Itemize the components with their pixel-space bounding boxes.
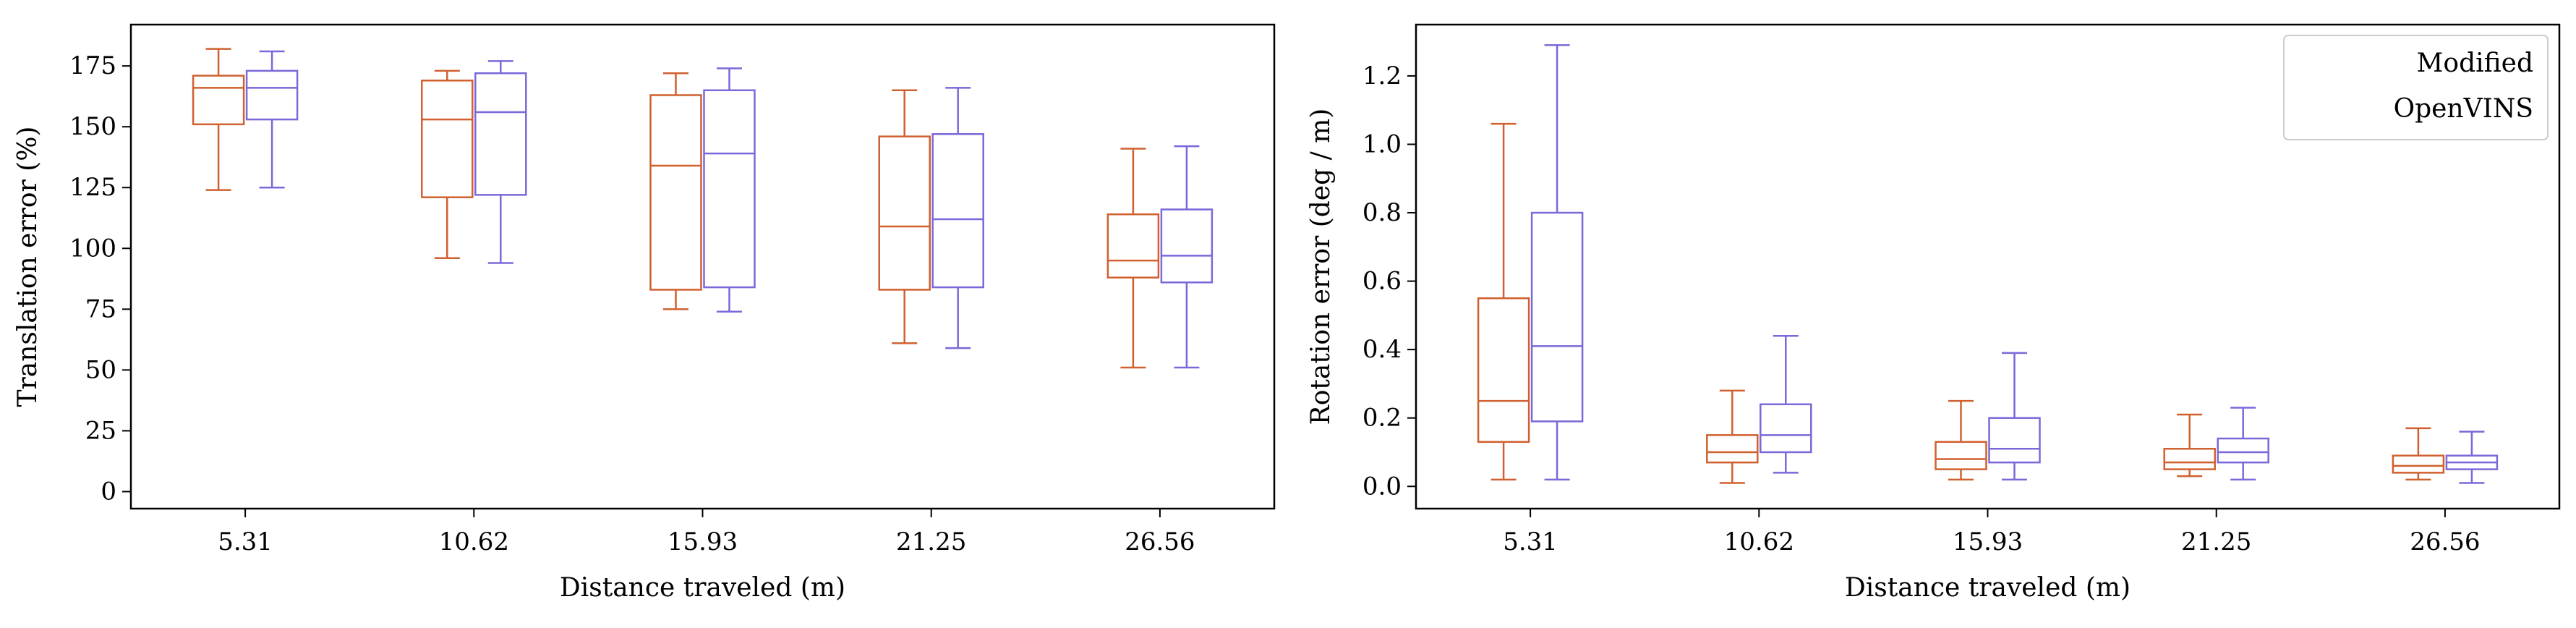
box-body — [1477, 297, 1530, 444]
y-tick-label: 0.2 — [1362, 404, 1402, 433]
y-tick-label: 1.2 — [1362, 61, 1402, 90]
box-modified-1 — [1477, 122, 1530, 481]
box-body — [1706, 434, 1759, 464]
box-body — [649, 94, 702, 291]
y-tick-label: 25 — [85, 416, 116, 445]
legend-entry-openvins: OpenVINS — [2394, 94, 2533, 124]
x-tick-label: 26.56 — [1125, 527, 1195, 556]
axes-frame — [129, 23, 1276, 510]
x-tick-label: 21.25 — [2181, 527, 2251, 556]
y-tick-label: 175 — [69, 51, 116, 80]
y-tick-label: 100 — [69, 234, 116, 263]
box-body — [2163, 448, 2216, 470]
x-axis-label: Distance traveled (m) — [1845, 573, 2131, 603]
box-modified-3 — [1935, 399, 1987, 481]
y-tick-label: 0.6 — [1362, 267, 1402, 296]
box-openvins-2 — [1760, 334, 1812, 474]
box-body — [1106, 213, 1160, 279]
box-body — [931, 133, 984, 289]
chart-panel-2: 0.0 0.2 0.4 0.6 0.8 1.0 1.2 5.31 10.62 15.93 21.25… — [1306, 23, 2561, 603]
box-openvins-1 — [1530, 44, 1584, 481]
box-modified-2 — [421, 69, 474, 259]
box-body — [245, 69, 299, 121]
y-axis-label: Translation error (%) — [13, 127, 43, 407]
y-tick-label: 0.8 — [1362, 198, 1402, 227]
box-modified-4 — [2163, 413, 2216, 478]
box-modified-3 — [649, 72, 702, 310]
x-axis-label: Distance traveled (m) — [560, 573, 845, 603]
box-openvins-5 — [1160, 145, 1214, 369]
y-tick-label: 125 — [69, 173, 116, 202]
x-tick-label: 5.31 — [218, 527, 273, 556]
y-tick-label: 150 — [69, 112, 116, 141]
x-tick-label: 15.93 — [668, 527, 738, 556]
y-axis-label: Rotation error (deg / m) — [1306, 109, 1336, 425]
box-body — [2217, 437, 2269, 464]
y-tick-label: 0.4 — [1362, 335, 1402, 364]
legend-entry-modified: Modified — [2417, 48, 2533, 78]
box-body — [703, 89, 756, 289]
y-tick-label: 0.0 — [1362, 472, 1402, 501]
y-tick-label: 1.0 — [1362, 130, 1402, 158]
box-openvins-4 — [931, 87, 984, 349]
y-tick-label: 0 — [101, 477, 116, 506]
box-modified-5 — [1106, 148, 1160, 369]
box-modified-2 — [1706, 389, 1759, 484]
box-openvins-2 — [474, 60, 527, 264]
box-body — [421, 80, 474, 198]
x-tick-label: 5.31 — [1503, 527, 1558, 556]
box-body — [2392, 454, 2445, 474]
x-tick-label: 26.56 — [2410, 527, 2480, 556]
y-tick-label: 75 — [85, 294, 116, 323]
x-tick-label: 10.62 — [439, 527, 509, 556]
box-modified-5 — [2392, 427, 2445, 481]
box-body — [474, 72, 527, 196]
x-tick-label: 10.62 — [1724, 527, 1794, 556]
box-body — [1760, 403, 1812, 454]
box-modified-4 — [878, 89, 931, 344]
box-body — [1988, 417, 2041, 464]
box-body — [1160, 208, 1214, 284]
y-tick-label: 50 — [85, 355, 116, 384]
box-body — [192, 75, 245, 126]
box-openvins-3 — [1988, 352, 2041, 481]
box-body — [1530, 211, 1584, 423]
x-tick-label: 15.93 — [1953, 527, 2023, 556]
chart-panel-1: 0 25 50 75 100 125 150 175 5.31 10.62 15.93 21.25 26… — [13, 23, 1276, 603]
box-openvins-5 — [2445, 430, 2499, 484]
box-modified-1 — [192, 48, 245, 191]
box-body — [1935, 441, 1987, 470]
box-openvins-1 — [245, 50, 299, 189]
box-openvins-4 — [2217, 407, 2269, 481]
x-tick-label: 21.25 — [896, 527, 966, 556]
legend: Modified OpenVINS — [2283, 35, 2549, 140]
box-body — [878, 135, 931, 291]
legend-frame — [2283, 35, 2549, 140]
box-openvins-3 — [703, 67, 756, 313]
